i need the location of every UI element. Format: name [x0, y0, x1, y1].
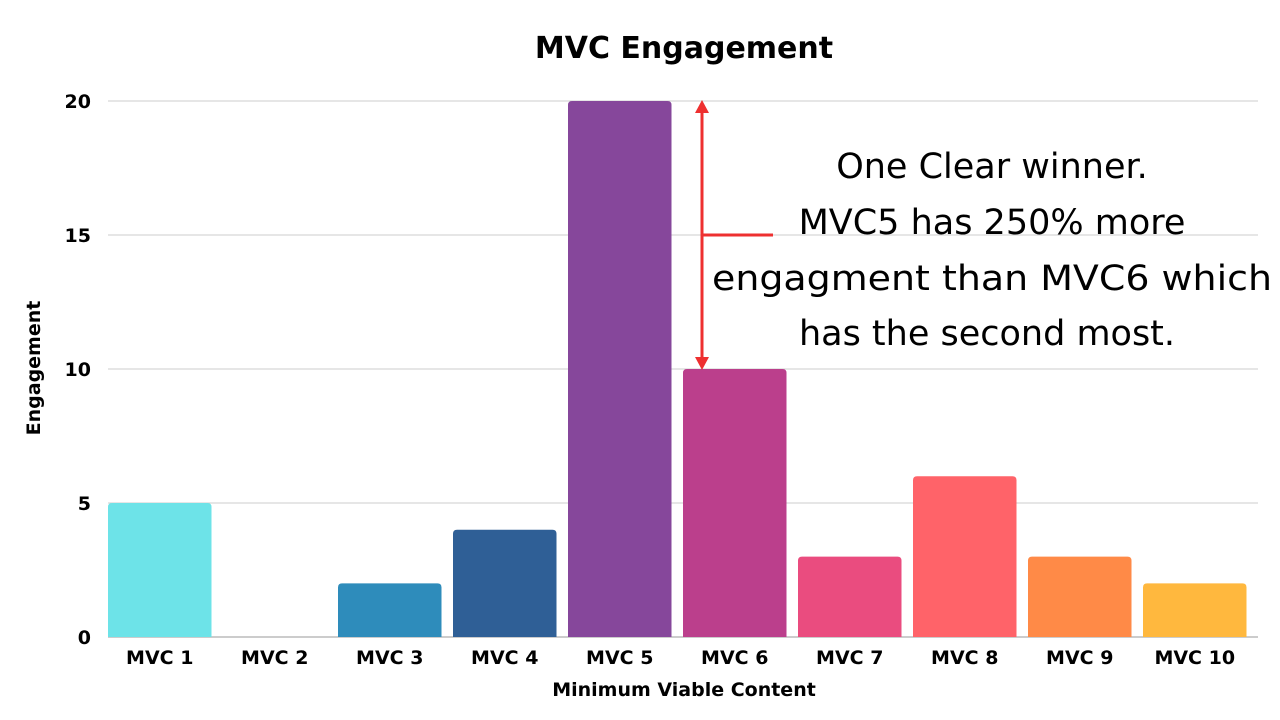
x-tick-label: MVC 7 — [816, 647, 883, 669]
bar-mvc-7 — [798, 556, 902, 637]
x-tick-label: MVC 6 — [701, 647, 768, 669]
bar-mvc-1 — [108, 503, 212, 637]
y-tick-label: 10 — [65, 359, 91, 381]
bar-mvc-3 — [338, 583, 442, 637]
bars — [108, 101, 1247, 637]
y-tick-label: 0 — [78, 627, 91, 649]
annotation: One Clear winner. MVC5 has 250% more eng… — [712, 147, 1272, 354]
annotation-line-1: One Clear winner. — [836, 147, 1148, 187]
y-tick-label: 15 — [65, 225, 91, 247]
y-axis-ticks: 0 5 10 15 20 — [65, 91, 91, 649]
x-tick-label: MVC 10 — [1154, 647, 1235, 669]
bar-mvc-9 — [1028, 556, 1132, 637]
annotation-line-3: engagment than MVC6 which — [712, 259, 1272, 299]
annotation-line-2: MVC5 has 250% more — [799, 203, 1186, 243]
x-tick-label: MVC 3 — [356, 647, 423, 669]
y-axis-label: Engagement — [23, 301, 45, 436]
y-tick-label: 20 — [65, 91, 91, 113]
x-tick-label: MVC 4 — [471, 647, 538, 669]
arrow-head-top — [695, 100, 709, 113]
chart-title: MVC Engagement — [535, 31, 833, 66]
bar-mvc-10 — [1143, 583, 1247, 637]
x-axis-label: Minimum Viable Content — [552, 679, 816, 701]
bar-mvc-6 — [683, 369, 787, 637]
annotation-arrow — [695, 100, 773, 370]
y-tick-label: 5 — [78, 493, 91, 515]
x-axis-ticks: MVC 1 MVC 2 MVC 3 MVC 4 MVC 5 MVC 6 MVC 7 MVC 8… — [126, 647, 1235, 669]
x-tick-label: MVC 9 — [1046, 647, 1113, 669]
x-tick-label: MVC 2 — [241, 647, 308, 669]
bar-mvc-4 — [453, 529, 557, 637]
arrow-head-bottom — [695, 357, 709, 370]
x-tick-label: MVC 1 — [126, 647, 193, 669]
annotation-line-4: has the second most. — [799, 314, 1175, 354]
x-tick-label: MVC 5 — [586, 647, 653, 669]
x-tick-label: MVC 8 — [931, 647, 998, 669]
bar-mvc-5 — [568, 101, 672, 637]
bar-mvc-8 — [913, 476, 1017, 637]
